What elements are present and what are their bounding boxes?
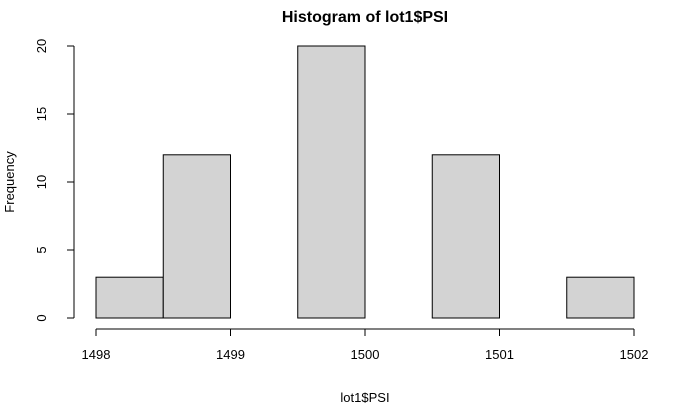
y-tick-label-0: 0: [34, 314, 49, 321]
chart-title: Histogram of lot1$PSI: [282, 9, 448, 26]
y-tick-label-1: 5: [34, 246, 49, 253]
histogram-bar-1: [162, 154, 231, 319]
x-axis-label: lot1$PSI: [340, 390, 389, 405]
y-tick-label-3: 15: [34, 107, 49, 121]
x-axis: 1498 1499 1500 1501 1502: [82, 328, 649, 362]
y-axis-label: Frequency: [2, 151, 17, 213]
x-tick-label-4: 1502: [620, 347, 649, 362]
bars-group: [95, 45, 635, 319]
histogram-bar-3: [297, 45, 366, 319]
y-axis: 0 5 10 15 20: [34, 39, 75, 322]
x-tick-label-1: 1499: [216, 347, 245, 362]
histogram-bar-5: [431, 154, 500, 319]
histogram-bar-0: [95, 276, 164, 319]
x-tick-label-3: 1501: [485, 347, 514, 362]
histogram-bar-7: [566, 276, 635, 319]
y-tick-label-2: 10: [34, 175, 49, 189]
y-tick-label-4: 20: [34, 39, 49, 53]
x-tick-label-0: 1498: [82, 347, 111, 362]
x-tick-label-2: 1500: [351, 347, 380, 362]
